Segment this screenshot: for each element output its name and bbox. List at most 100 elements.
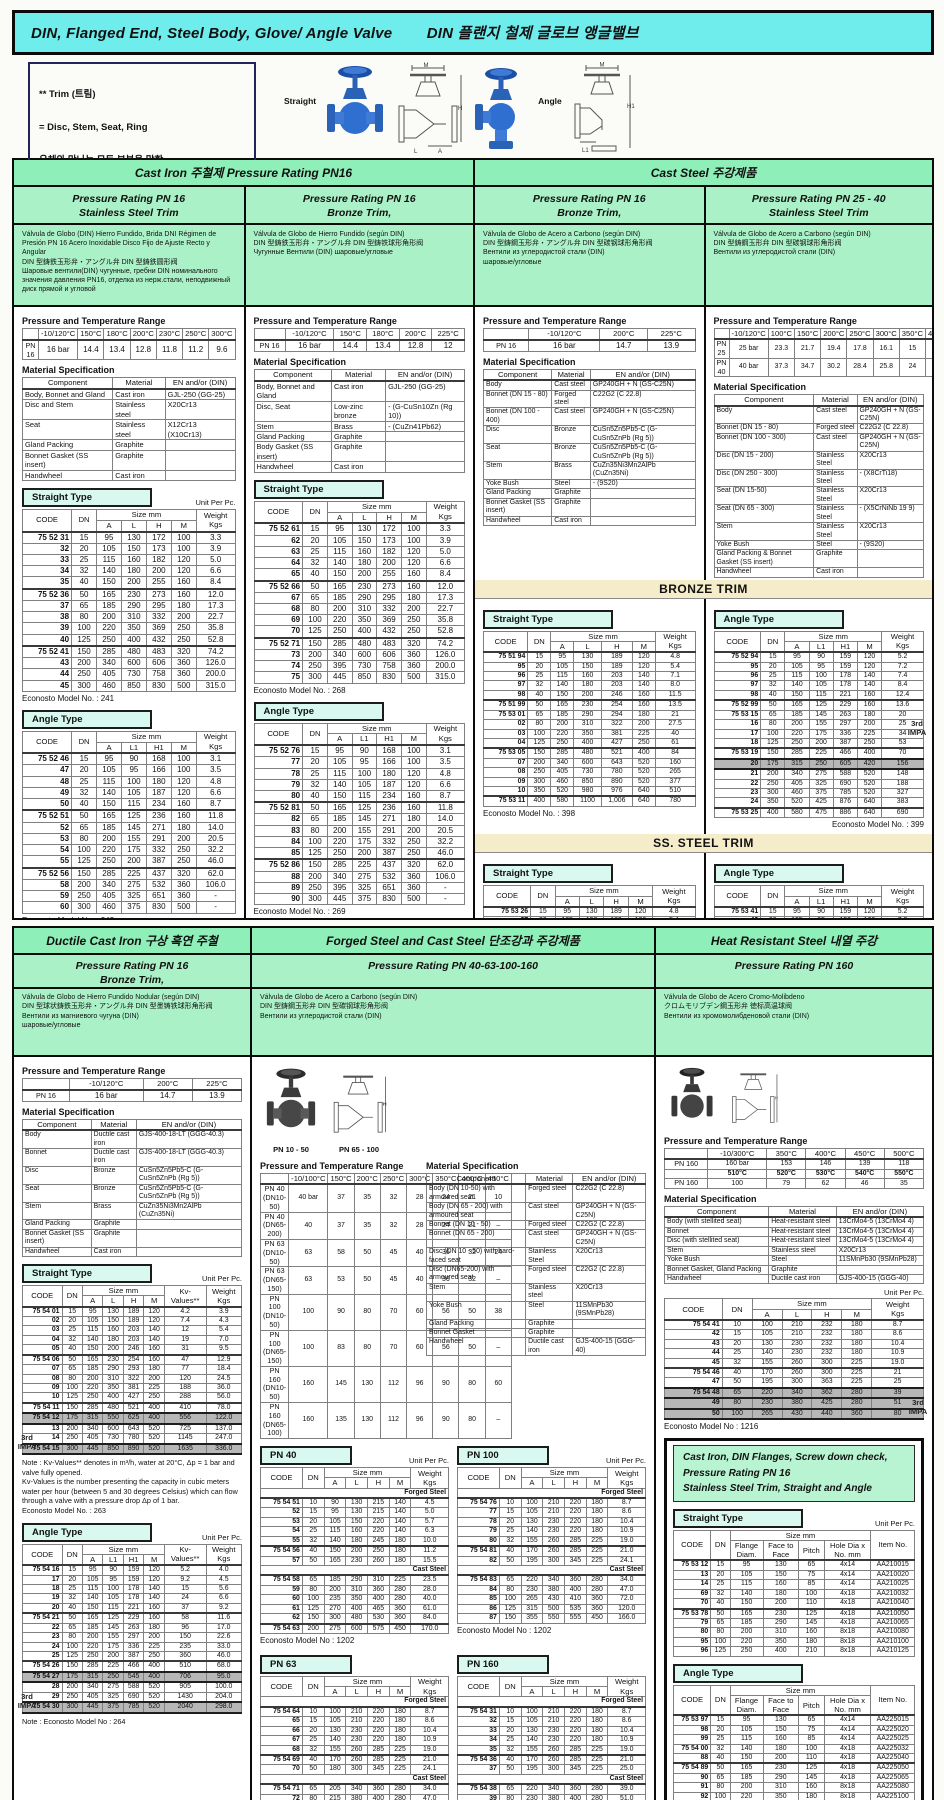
- cell: 40.0: [410, 1594, 449, 1605]
- cell: 40: [288, 1211, 329, 1240]
- cell: 250: [367, 1545, 390, 1557]
- cell: 84: [457, 1584, 500, 1596]
- cell: 75 52 41: [21, 644, 73, 659]
- cell: 120: [856, 661, 883, 673]
- cell: 250: [143, 1392, 165, 1404]
- cell: 25.0: [607, 1764, 646, 1775]
- cell: 225: [585, 1535, 609, 1547]
- cell: 75 52 81: [253, 801, 304, 815]
- cell: 20: [301, 1725, 325, 1737]
- cell: 34: [21, 565, 73, 578]
- column-header: H: [600, 640, 633, 653]
- cell: 332: [145, 611, 172, 624]
- cell: 25: [710, 1579, 731, 1590]
- cell: 75 54 11: [22, 1401, 63, 1414]
- column-header: L1: [102, 1553, 124, 1566]
- ss-angle-column: Angle Type CODE DN Size mm Weight Kgs A L1 H1 M…: [703, 853, 933, 918]
- column-header: -10/120°C: [284, 327, 335, 341]
- table-row: 14 25 115 160 85 4x14 AA210025: [672, 1579, 915, 1590]
- column-header: Weight Kgs: [652, 885, 696, 908]
- cell: 39: [871, 1386, 924, 1400]
- cell: 300: [71, 679, 98, 692]
- table-row: 75 54 56 40 150 200 250 180 11.2: [260, 1545, 449, 1557]
- cell: 130: [345, 1497, 368, 1509]
- cell: 6.6: [195, 786, 236, 800]
- cs-ss-description: Válvula de Globo de Acero a Carbono (seg…: [703, 225, 933, 305]
- cell: 83: [253, 824, 304, 837]
- cs-ss-subtitle: Pressure Rating PN 25 - 40 Stainless Ste…: [703, 187, 932, 225]
- table-row: Stem Stainless Steel X20Cr13: [713, 522, 925, 541]
- cell: 40: [71, 798, 98, 811]
- cell: 300: [527, 776, 552, 788]
- cell: 250: [302, 881, 328, 895]
- cell: 65: [302, 813, 328, 826]
- cell: 14.7: [599, 338, 648, 352]
- cell: 159: [832, 905, 858, 918]
- table-row: 75 52 41 150 285 480 483 320 74.2: [21, 644, 236, 659]
- cell: 175: [351, 835, 378, 849]
- cell: 105: [81, 1574, 104, 1586]
- table-row: 35 32 155 260 285 225 19.0: [457, 1744, 646, 1756]
- column-header: 100°C: [767, 328, 795, 340]
- cell: 118: [883, 1158, 925, 1171]
- cell: 35: [21, 576, 73, 590]
- cell: 64: [253, 557, 304, 570]
- data-table: CODE DN Size mm Weight Kgs A L H M Forged Steel 7…: [457, 1467, 646, 1624]
- forged-mat-table: Component Material EN and/or (DIN) Body (DN…: [425, 1173, 646, 1357]
- cell: 730: [351, 660, 378, 673]
- cell: 273: [376, 579, 402, 593]
- table-row: 98 40 150 200 246 160 11.5: [482, 689, 696, 701]
- cell: 54: [21, 844, 73, 857]
- cell: X20Cr13: [856, 450, 925, 470]
- cell: 375: [102, 1701, 124, 1714]
- cell: 250: [302, 660, 328, 673]
- cell: 17.8: [846, 338, 874, 359]
- table-row: Disc (DN 10 - 50) with hard-faced seat St…: [425, 1247, 646, 1267]
- column-header: M: [585, 1686, 609, 1698]
- table-row: 65 40 150 200 255 160 8.4: [253, 568, 466, 581]
- cell: 63: [288, 1238, 329, 1268]
- cell: 555: [564, 1613, 587, 1624]
- cell: 200: [345, 1545, 368, 1557]
- cell: X20Cr13: [572, 1247, 646, 1267]
- column-header: EN and/or (DIN): [385, 368, 465, 382]
- cell: 220: [751, 1386, 783, 1400]
- cell: 580: [550, 795, 575, 807]
- cell: 8.6: [871, 1329, 924, 1340]
- forged-photo-caption: PN 10 - 50: [273, 1145, 309, 1154]
- cell: 145: [327, 1365, 355, 1404]
- cell: 200: [61, 1681, 83, 1693]
- cell: 345: [367, 1764, 390, 1775]
- cell: 300: [302, 893, 328, 906]
- column-header: Size mm: [323, 1467, 412, 1479]
- cell: 285: [564, 1545, 587, 1557]
- cell: 28.0: [410, 1584, 449, 1596]
- cell: 165: [729, 1607, 764, 1619]
- cell: 62.0: [195, 866, 236, 880]
- table-row: Gland Packing Graphite: [253, 430, 465, 443]
- cell: 120: [143, 1564, 165, 1576]
- column-header: L: [351, 511, 378, 524]
- data-table: Component Material EN and/or (DIN) Body (wi…: [663, 1206, 925, 1285]
- data-table: Component Material EN and/or (DIN) Body Cast…: [482, 368, 696, 526]
- cell: 220: [367, 1735, 390, 1746]
- data-table: CODE DN Size mm Weight Kgs A L1 H1 M 75 52 94 15 9…: [713, 630, 925, 819]
- ductile-straight-wrap: CODE DN Size mm Kv- Values** Weight Kgs A L H M 7…: [18, 1285, 243, 1455]
- cell: 6.6: [425, 778, 466, 791]
- cell: 40: [302, 789, 328, 803]
- cell: Stainless steel: [525, 1282, 574, 1302]
- dim-label-m: M: [424, 63, 429, 69]
- cell: 850: [120, 679, 147, 692]
- cell: 115: [102, 1602, 124, 1614]
- column-header: 200°C: [142, 1077, 193, 1091]
- table-row: Forged Steel: [260, 1696, 449, 1708]
- cell: 50: [710, 1607, 731, 1619]
- column-header: CODE: [253, 500, 304, 524]
- cell: 02: [482, 719, 529, 730]
- cell: 75 53 25: [713, 806, 762, 819]
- column-header: 250°C: [846, 328, 874, 340]
- cell: 363: [811, 1377, 843, 1389]
- cell: 75 54 51: [260, 1497, 303, 1509]
- cell: 250: [170, 622, 197, 635]
- cell: 125: [760, 737, 786, 749]
